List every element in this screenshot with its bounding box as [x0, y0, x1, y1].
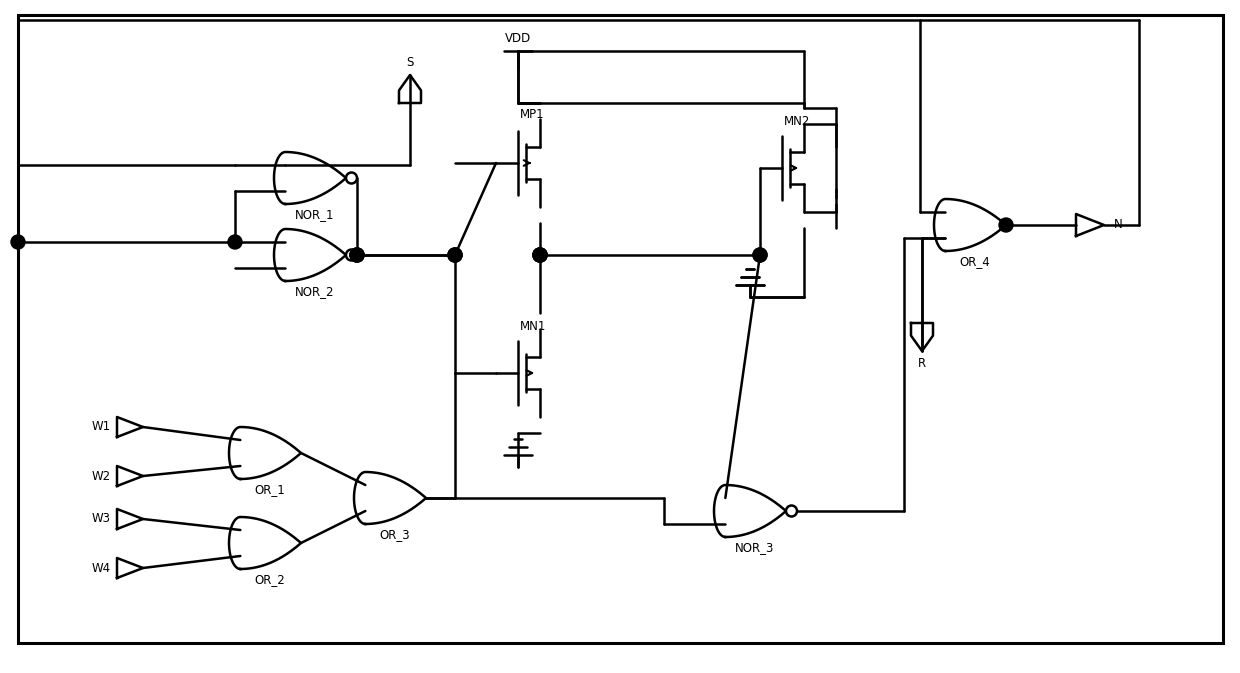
- Text: N: N: [1114, 219, 1122, 232]
- Text: NOR_2: NOR_2: [295, 285, 335, 298]
- Circle shape: [350, 248, 365, 262]
- Polygon shape: [117, 417, 143, 437]
- Text: OR_1: OR_1: [254, 483, 285, 496]
- Polygon shape: [274, 152, 346, 204]
- Circle shape: [448, 248, 463, 262]
- Polygon shape: [714, 485, 786, 537]
- Text: OR_3: OR_3: [379, 528, 410, 541]
- Text: MP1: MP1: [520, 108, 544, 121]
- Circle shape: [999, 218, 1013, 232]
- Text: MN2: MN2: [784, 115, 811, 128]
- Circle shape: [533, 248, 547, 262]
- Polygon shape: [274, 229, 346, 281]
- Circle shape: [533, 248, 547, 262]
- Polygon shape: [229, 517, 301, 569]
- Text: W1: W1: [92, 421, 112, 433]
- Circle shape: [350, 248, 365, 262]
- Text: S: S: [407, 56, 414, 69]
- Circle shape: [346, 250, 357, 260]
- Polygon shape: [353, 472, 427, 524]
- Circle shape: [448, 248, 463, 262]
- Circle shape: [11, 235, 25, 249]
- Polygon shape: [934, 199, 1006, 251]
- Circle shape: [753, 248, 768, 262]
- Circle shape: [448, 248, 463, 262]
- Text: W3: W3: [92, 513, 112, 526]
- Circle shape: [533, 248, 547, 262]
- Circle shape: [753, 248, 768, 262]
- Circle shape: [228, 235, 242, 249]
- Circle shape: [786, 505, 797, 516]
- Text: W4: W4: [92, 561, 112, 575]
- Polygon shape: [229, 427, 301, 479]
- Text: NOR_1: NOR_1: [295, 208, 335, 221]
- Polygon shape: [1076, 214, 1104, 236]
- Text: OR_4: OR_4: [960, 255, 991, 268]
- Polygon shape: [117, 509, 143, 529]
- Text: OR_2: OR_2: [254, 573, 285, 586]
- Text: W2: W2: [92, 470, 112, 483]
- Circle shape: [533, 248, 547, 262]
- Circle shape: [350, 248, 365, 262]
- Text: R: R: [918, 357, 926, 370]
- Text: VDD: VDD: [505, 32, 531, 45]
- Text: MN1: MN1: [520, 320, 547, 333]
- Polygon shape: [911, 323, 932, 351]
- Polygon shape: [117, 558, 143, 578]
- Text: NOR_3: NOR_3: [735, 541, 775, 554]
- Polygon shape: [117, 466, 143, 486]
- Circle shape: [346, 172, 357, 184]
- Polygon shape: [399, 75, 422, 103]
